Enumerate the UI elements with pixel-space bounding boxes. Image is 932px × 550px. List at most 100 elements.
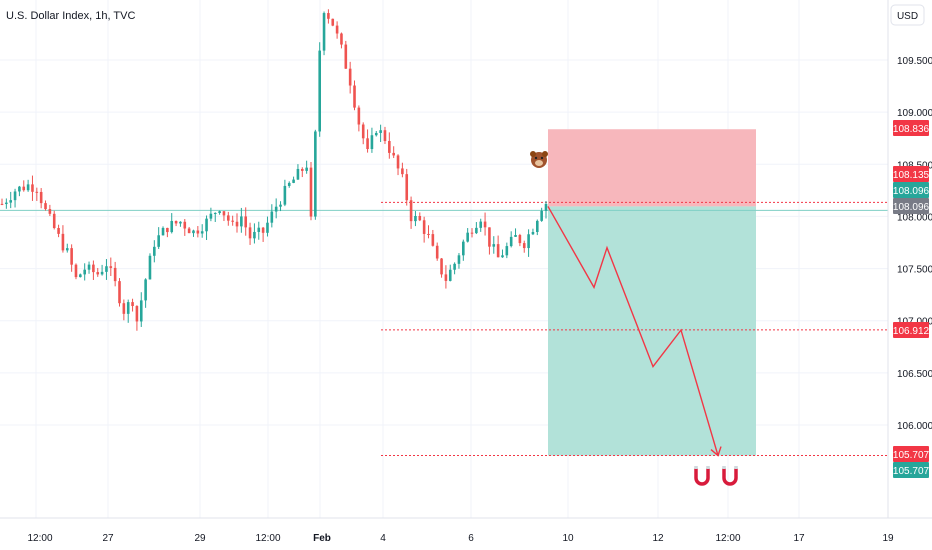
arrow-head (710, 446, 722, 457)
y-tick-label: 108.500 (897, 160, 932, 171)
candle-body (353, 85, 356, 108)
candle-body (296, 168, 300, 180)
bear-emoji-icon (530, 151, 548, 168)
candle-body (240, 216, 243, 227)
candle-body (287, 182, 291, 186)
candle-body (13, 191, 17, 201)
price-tag-last (893, 198, 929, 214)
x-tick-label: 19 (882, 533, 894, 544)
candle-body (531, 231, 535, 235)
candle-body (183, 221, 187, 229)
candle-body (448, 269, 452, 281)
y-tick-label: 109.000 (897, 108, 932, 119)
candle-body (35, 191, 39, 193)
candle-body (213, 212, 217, 214)
candle-body (535, 220, 539, 232)
candle-body (418, 215, 422, 221)
price-tag-level (893, 322, 929, 338)
x-tick-label: Feb (313, 533, 331, 544)
position-zones[interactable] (548, 129, 756, 456)
candle-body (118, 281, 121, 304)
currency-button[interactable]: USD (890, 4, 925, 26)
candle-body (388, 141, 391, 153)
candle-body (261, 227, 265, 233)
candle-body (396, 155, 400, 169)
candle-body (470, 232, 474, 234)
price-tag-label: 108.096 (893, 202, 930, 213)
candle-body (61, 233, 65, 251)
candle-body (5, 202, 8, 205)
candle-body (65, 248, 69, 251)
candle-body (370, 135, 374, 150)
price-tag-stop (893, 120, 929, 136)
candle-body (9, 200, 13, 203)
candle-body (109, 266, 113, 268)
candle-body (279, 204, 282, 207)
candle-body (322, 13, 326, 51)
candle-body (327, 13, 330, 19)
take-profit-zone (548, 206, 756, 456)
candle-body (31, 184, 34, 192)
stop-loss-zone (548, 129, 756, 207)
candle-body (257, 227, 261, 232)
y-tick-label: 106.000 (897, 421, 932, 432)
candle-body (87, 264, 91, 270)
y-tick-label: 107.500 (897, 265, 932, 276)
candle-body (453, 263, 456, 270)
candle-body (435, 245, 439, 259)
candle-body (518, 235, 522, 244)
x-tick-label: 4 (380, 533, 386, 544)
candle-body (492, 244, 496, 247)
candle-body (113, 267, 117, 282)
candle-body (505, 246, 509, 256)
candle-body (157, 235, 160, 247)
candle-body (509, 236, 513, 247)
candle-body (331, 18, 335, 26)
candle-body (496, 244, 500, 258)
candle-body (305, 167, 308, 171)
candle-body (205, 218, 208, 232)
projection-arrow-path (547, 206, 719, 456)
annotation-icons (530, 151, 738, 486)
price-tag-label: 108.096 (893, 186, 930, 197)
candle-body (318, 50, 321, 132)
candle-body (44, 203, 47, 210)
candle-body (270, 211, 274, 223)
candle-body (366, 138, 369, 150)
candle-body (462, 241, 465, 256)
candle-body (244, 216, 248, 228)
candle-body (409, 200, 413, 222)
candle-body (22, 186, 26, 191)
candle-body (300, 168, 304, 171)
candle-body (479, 221, 483, 228)
candle-body (440, 258, 443, 275)
y-tick-label: 106.500 (897, 369, 932, 380)
candle-body (218, 211, 221, 213)
price-tag-target (893, 462, 929, 478)
candle-body (200, 231, 204, 234)
candle-body (340, 33, 343, 45)
candle-body (379, 130, 382, 133)
price-tags: 108.836 108.135 108.096 108.096 106.912 105.7… (893, 120, 930, 478)
candle-body (70, 248, 73, 265)
candle-body (139, 300, 143, 322)
candle-body (544, 203, 548, 211)
candle-body (501, 255, 504, 258)
projection (547, 206, 722, 457)
price-tag-label: 108.135 (893, 170, 930, 181)
candle-body (52, 213, 56, 229)
candle-body (422, 220, 426, 234)
y-tick-label: 108.000 (897, 212, 932, 223)
candle-body (222, 211, 226, 216)
x-tick-label: 27 (102, 533, 114, 544)
candle-body (166, 227, 169, 233)
candle-body (179, 221, 182, 224)
candle-body (414, 215, 417, 222)
candle-body (488, 227, 491, 247)
candle-body (309, 167, 313, 217)
x-tick-label: 6 (468, 533, 474, 544)
candle-body (170, 220, 174, 233)
candle-body (374, 132, 378, 136)
